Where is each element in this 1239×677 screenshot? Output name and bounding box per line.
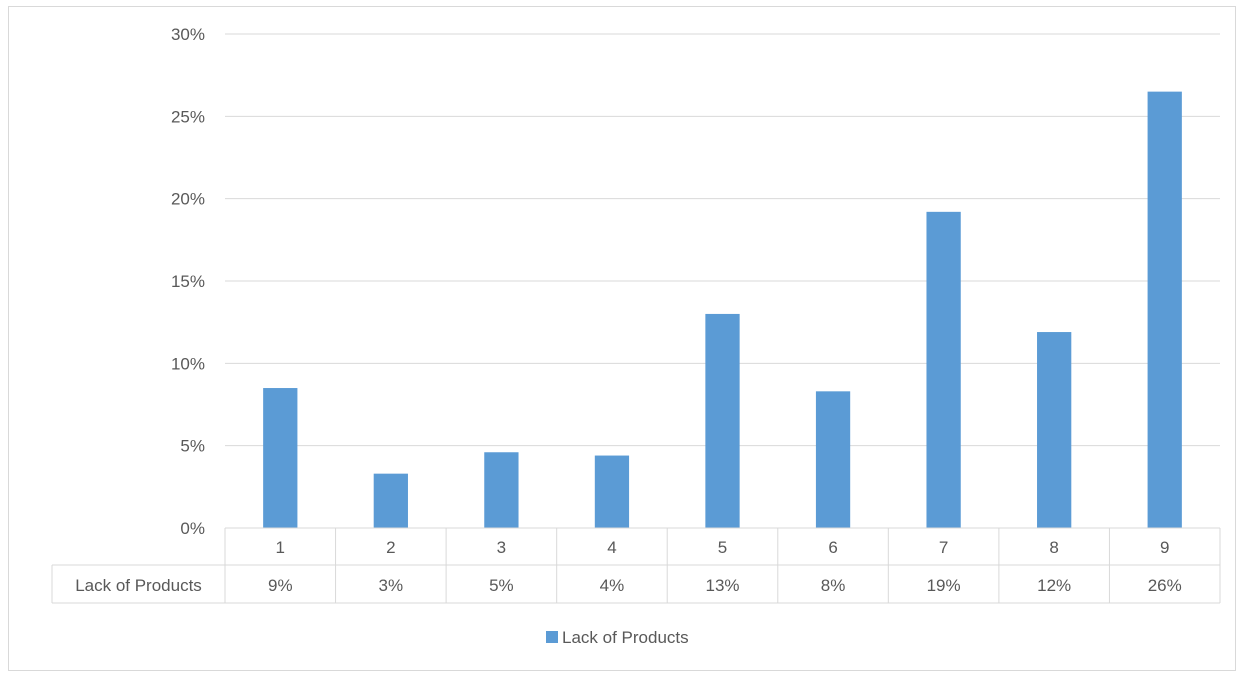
data-label: 19% (927, 576, 961, 595)
bar (1037, 332, 1072, 528)
bar (484, 452, 519, 528)
bar (263, 388, 298, 528)
category-label: 6 (828, 538, 837, 557)
y-tick-label: 15% (171, 272, 205, 291)
data-label: 9% (268, 576, 293, 595)
table-series-name: Lack of Products (75, 576, 202, 595)
bars (263, 91, 1182, 528)
y-tick-label: 30% (171, 25, 205, 44)
bar (1147, 91, 1182, 528)
data-label: 26% (1148, 576, 1182, 595)
bar (705, 313, 740, 528)
category-label: 1 (276, 538, 285, 557)
data-label: 4% (600, 576, 625, 595)
category-label: 7 (939, 538, 948, 557)
y-tick-label: 0% (180, 519, 205, 538)
y-tick-label: 25% (171, 107, 205, 126)
category-label: 4 (607, 538, 616, 557)
legend-label: Lack of Products (562, 628, 689, 647)
data-label: 13% (705, 576, 739, 595)
data-label: 8% (821, 576, 846, 595)
bar (815, 391, 851, 528)
bar (594, 455, 630, 528)
legend: Lack of Products (546, 628, 689, 647)
y-tick-label: 10% (171, 354, 205, 373)
category-label: 5 (718, 538, 727, 557)
data-label: 5% (489, 576, 514, 595)
bar (926, 211, 961, 528)
category-label: 3 (497, 538, 506, 557)
category-label: 9 (1160, 538, 1169, 557)
y-tick-label: 5% (180, 437, 205, 456)
data-table: 1 2 3 4 5 6 7 8 9 Lack of Products 9% 3% 5% 4% 13% 8% 19… (51, 527, 1221, 604)
category-label: 8 (1049, 538, 1058, 557)
data-label: 3% (379, 576, 404, 595)
bar (373, 473, 408, 528)
category-label: 2 (386, 538, 395, 557)
y-tick-label: 20% (171, 190, 205, 209)
data-label: 12% (1037, 576, 1071, 595)
legend-swatch (546, 631, 558, 643)
y-axis-tick-labels: 0% 5% 10% 15% 20% 25% 30% (171, 25, 205, 538)
